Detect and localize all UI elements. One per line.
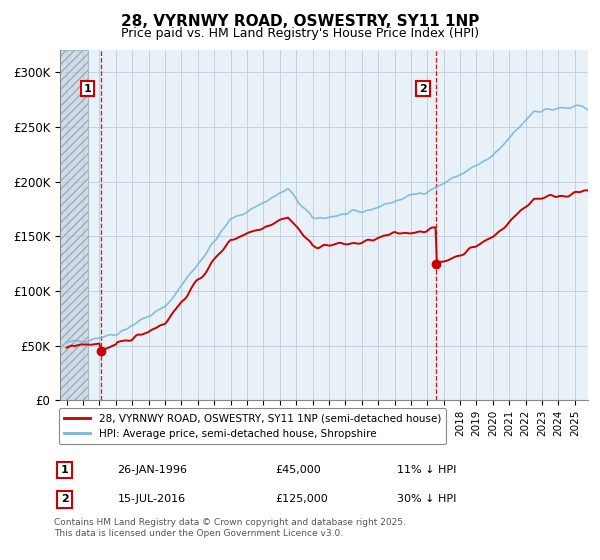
Text: 28, VYRNWY ROAD, OSWESTRY, SY11 1NP: 28, VYRNWY ROAD, OSWESTRY, SY11 1NP — [121, 14, 479, 29]
Bar — [60, 50, 88, 400]
Text: £125,000: £125,000 — [276, 494, 329, 505]
Text: Price paid vs. HM Land Registry's House Price Index (HPI): Price paid vs. HM Land Registry's House … — [121, 27, 479, 40]
Text: 2: 2 — [61, 494, 68, 505]
Text: 26-JAN-1996: 26-JAN-1996 — [118, 465, 187, 475]
Text: 11% ↓ HPI: 11% ↓ HPI — [397, 465, 457, 475]
Text: 1: 1 — [61, 465, 68, 475]
Text: 1: 1 — [83, 83, 91, 94]
Legend: 28, VYRNWY ROAD, OSWESTRY, SY11 1NP (semi-detached house), HPI: Average price, s: 28, VYRNWY ROAD, OSWESTRY, SY11 1NP (sem… — [59, 408, 446, 445]
Text: 15-JUL-2016: 15-JUL-2016 — [118, 494, 185, 505]
Text: 30% ↓ HPI: 30% ↓ HPI — [397, 494, 457, 505]
Bar — [60, 50, 88, 400]
Text: Contains HM Land Registry data © Crown copyright and database right 2025.
This d: Contains HM Land Registry data © Crown c… — [54, 518, 406, 538]
Text: 2: 2 — [419, 83, 427, 94]
Text: £45,000: £45,000 — [276, 465, 322, 475]
